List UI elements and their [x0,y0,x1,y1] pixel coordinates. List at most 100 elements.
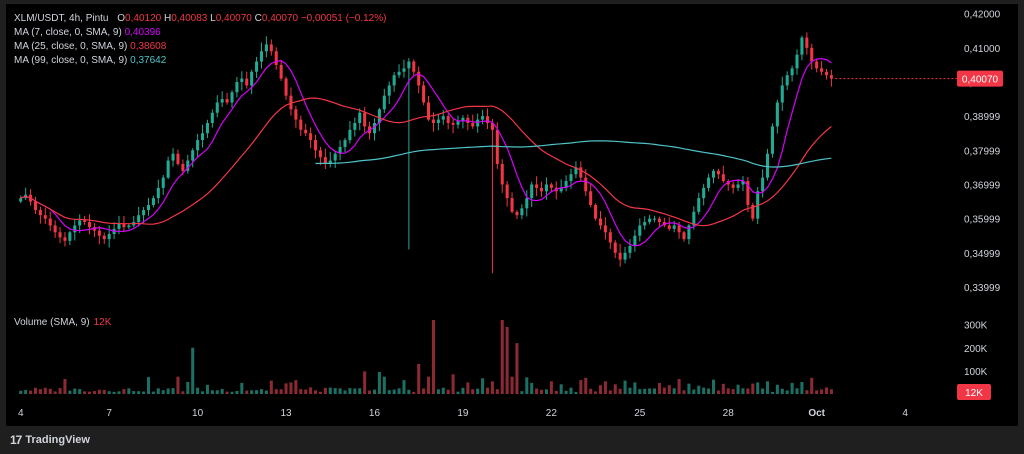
candle-body[interactable] [500,163,504,185]
volume-bar[interactable] [687,383,691,394]
volume-bar[interactable] [510,376,514,394]
candle-body[interactable] [559,187,563,192]
candle-body[interactable] [33,201,38,211]
candle-body[interactable] [166,160,170,178]
candle-body[interactable] [245,78,249,86]
candle-body[interactable] [441,116,445,120]
volume-bar[interactable] [264,390,268,394]
volume-bar[interactable] [741,388,745,394]
candle-body[interactable] [240,78,244,83]
candle-body[interactable] [186,160,190,171]
candle-body[interactable] [161,177,165,188]
volume-bar[interactable] [422,388,426,394]
volume-bar[interactable] [697,385,701,394]
candle-body[interactable] [412,61,416,72]
candle-body[interactable] [613,242,617,253]
volume-bar[interactable] [107,391,111,394]
candle-body[interactable] [824,71,829,76]
candle-body[interactable] [38,210,42,216]
candle-body[interactable] [820,68,824,72]
volume-bar[interactable] [721,383,725,394]
candle-body[interactable] [323,157,327,164]
candle-body[interactable] [289,95,293,110]
candle-body[interactable] [751,204,755,219]
volume-bar[interactable] [756,382,760,394]
candle-body[interactable] [264,44,268,52]
volume-bar[interactable] [201,391,205,394]
candle-body[interactable] [407,61,411,69]
candle-body[interactable] [220,99,224,103]
candle-body[interactable] [353,122,357,130]
volume-bar[interactable] [19,390,23,394]
volume-bar[interactable] [785,390,789,394]
volume-bar[interactable] [112,391,116,394]
volume-bar[interactable] [323,387,327,394]
volume-bar[interactable] [48,388,52,394]
ma99-line[interactable] [315,140,832,168]
ma25-line[interactable] [20,97,832,227]
volume-bar[interactable] [230,391,234,394]
candle-body[interactable] [589,191,593,205]
volume-bar[interactable] [407,389,411,394]
volume-bar[interactable] [436,389,440,394]
candle-body[interactable] [697,198,701,212]
volume-bar[interactable] [569,387,573,394]
candle-body[interactable] [102,235,106,240]
ma7-line[interactable] [20,57,832,247]
volume-bar[interactable] [653,388,657,394]
candle-body[interactable] [225,99,229,103]
candle-body[interactable] [117,223,121,229]
volume-bar[interactable] [29,390,33,394]
candle-body[interactable] [648,218,652,223]
volume-bar[interactable] [181,391,185,394]
volume-bar[interactable] [761,388,765,394]
candle-body[interactable] [525,198,529,209]
volume-bar[interactable] [137,391,141,394]
volume-bar[interactable] [220,388,224,394]
candle-body[interactable] [78,220,82,226]
candle-body[interactable] [343,140,347,147]
volume-bar[interactable] [63,378,67,394]
volume-bar[interactable] [191,347,195,394]
volume-bar[interactable] [579,380,583,394]
volume-bar[interactable] [613,384,617,394]
volume-badge[interactable] [957,384,991,400]
volume-bar[interactable] [88,391,92,394]
volume-bar[interactable] [333,388,337,394]
candle-body[interactable] [210,112,214,123]
candle-body[interactable] [427,102,431,120]
candle-body[interactable] [677,225,681,233]
candle-body[interactable] [146,204,151,211]
volume-bar[interactable] [328,387,332,394]
candle-body[interactable] [638,225,642,236]
volume-bar[interactable] [672,388,676,394]
candle-body[interactable] [417,71,421,86]
volume-bar[interactable] [397,388,401,394]
candle-body[interactable] [122,223,126,228]
volume-bar[interactable] [564,390,568,394]
volume-bar[interactable] [766,381,770,394]
volume-bar[interactable] [515,343,519,394]
volume-bar[interactable] [648,388,652,394]
candle-body[interactable] [633,235,637,246]
candle-body[interactable] [97,230,101,236]
volume-bar[interactable] [628,387,632,394]
candle-body[interactable] [780,85,784,103]
volume-bar[interactable] [795,388,799,394]
candle-body[interactable] [205,122,209,134]
candle-body[interactable] [564,181,568,188]
candle-body[interactable] [215,102,219,113]
candle-body[interactable] [746,181,750,205]
volume-bar[interactable] [471,389,475,394]
candle-body[interactable] [490,122,494,130]
candle-body[interactable] [304,129,308,134]
volume-bar[interactable] [83,391,87,394]
candle-body[interactable] [598,218,603,226]
candle-body[interactable] [431,119,435,123]
candle-body[interactable] [795,54,799,69]
candle-body[interactable] [377,109,381,123]
volume-bar[interactable] [441,387,445,394]
volume-bar[interactable] [608,390,612,394]
volume-bar[interactable] [549,381,553,394]
candle-body[interactable] [505,184,509,199]
